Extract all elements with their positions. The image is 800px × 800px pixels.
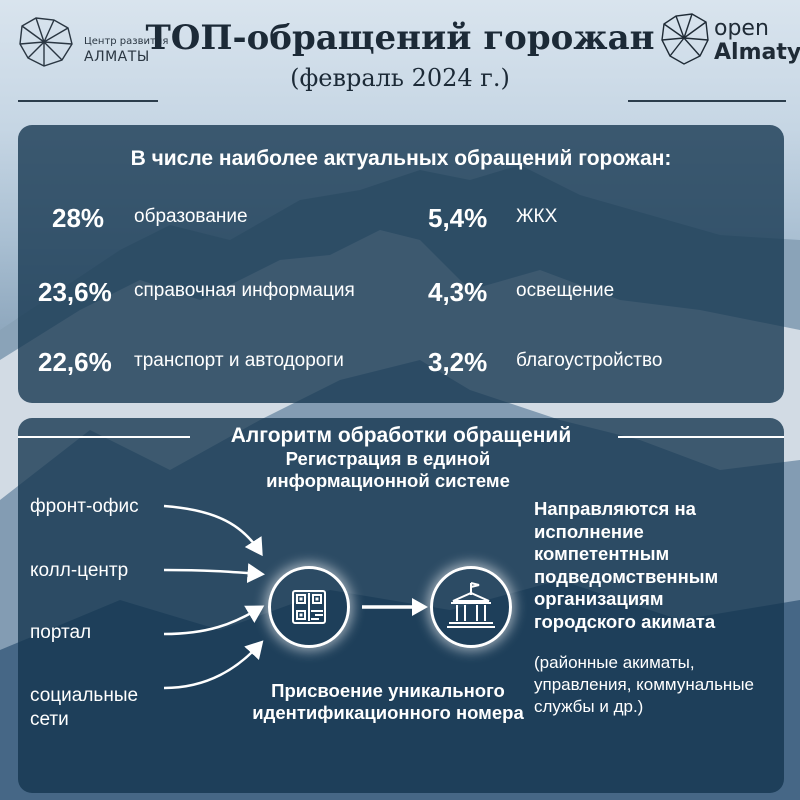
stat-label: образование xyxy=(134,206,248,227)
geometric-leopard-head-icon xyxy=(19,17,73,67)
source-call-center: колл-центр xyxy=(30,560,129,581)
header-divider-left xyxy=(18,100,158,102)
geometric-leopard-head-icon xyxy=(661,13,709,65)
stat-value: 5,4% xyxy=(428,203,488,233)
stat-value: 3,2% xyxy=(428,347,488,377)
algorithm-panel: Алгоритм обработки обращений фронт-офис … xyxy=(18,418,784,793)
page-title: ТОП-обращений горожан xyxy=(145,18,655,58)
stat-label: ЖКХ xyxy=(516,206,558,227)
header-divider-right xyxy=(628,100,786,102)
stat-value: 28% xyxy=(52,203,105,233)
stat-label: благоустройство xyxy=(516,350,663,371)
title-divider-left xyxy=(18,436,190,438)
source-portal: портал xyxy=(30,622,92,643)
qr-code-icon xyxy=(292,590,326,624)
stat-value: 23,6% xyxy=(38,277,112,307)
stat-label: справочная информация xyxy=(134,280,355,301)
result-text: Направляются на исполнение компетентным … xyxy=(534,498,719,632)
title-divider-right xyxy=(618,436,784,438)
arrow-right-icon xyxy=(362,598,428,616)
source-front-office: фронт-офис xyxy=(30,496,139,517)
logo-almaty-development-center: Центр развития АЛМАТЫ xyxy=(14,14,168,70)
stats-panel-title: В числе наиболее актуальных обращений го… xyxy=(130,147,672,170)
logo-open-almaty: open Almaty xyxy=(658,10,800,70)
government-building-icon xyxy=(447,582,495,628)
government-building-circle xyxy=(430,566,512,648)
assign-id-text: Присвоение уникального идентификационног… xyxy=(252,680,524,723)
stat-label: транспорт и автодороги xyxy=(134,350,344,371)
page-subtitle: (февраль 2024 г.) xyxy=(290,64,510,92)
logo-left-line1: Центр развития xyxy=(84,36,169,47)
stat-value: 22,6% xyxy=(38,347,112,377)
stats-panel: В числе наиболее актуальных обращений го… xyxy=(18,125,784,403)
logo-right-line1: open xyxy=(714,16,769,41)
stat-value: 4,3% xyxy=(428,277,488,307)
logo-left-line2: АЛМАТЫ xyxy=(84,49,150,65)
source-social-networks: социальные сети xyxy=(30,685,139,730)
logo-right-line2: Almaty xyxy=(714,40,800,65)
algorithm-panel-title: Алгоритм обработки обращений xyxy=(230,424,572,447)
qr-code-circle xyxy=(268,566,350,648)
result-note: (районные акиматы, управления, коммуналь… xyxy=(534,653,754,716)
stat-label: освещение xyxy=(516,280,615,301)
registration-text: Регистрация в единой информационной сист… xyxy=(266,448,510,491)
source-arrows xyxy=(163,504,265,690)
